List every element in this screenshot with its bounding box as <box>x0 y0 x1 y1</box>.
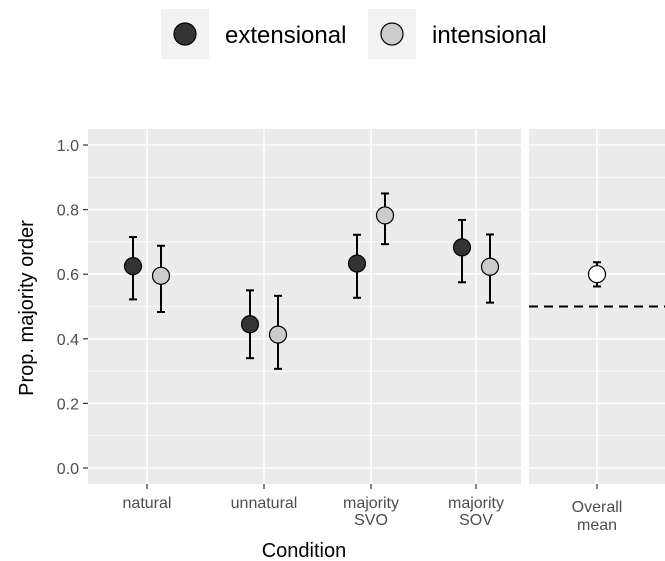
legend-marker-intensional <box>380 22 404 46</box>
point-extensional-2 <box>347 233 367 299</box>
data-point <box>151 266 171 285</box>
point-extensional-0 <box>123 236 143 301</box>
x-axis-title: Condition <box>262 540 347 561</box>
legend: extensional intensional <box>161 9 547 59</box>
summary-x-label: mean <box>577 517 617 534</box>
y-tick-label: 0.8 <box>57 203 79 220</box>
data-point <box>268 325 288 344</box>
point-extensional-3 <box>452 218 472 284</box>
summary-marks <box>587 261 607 288</box>
point-intensional-0 <box>151 244 171 313</box>
y-tick-label: 0.0 <box>57 461 79 478</box>
point-intensional-1 <box>268 294 288 370</box>
data-point <box>452 238 472 257</box>
summary-x-label: Overall <box>572 499 623 516</box>
data-point <box>347 254 367 273</box>
main-marks <box>123 192 500 370</box>
y-tick-label: 0.4 <box>57 332 79 349</box>
legend-label-intensional: intensional <box>432 22 547 49</box>
y-tick-label: 0.2 <box>57 396 79 413</box>
data-point <box>240 315 260 334</box>
point-intensional-2 <box>375 192 395 246</box>
point-intensional-3 <box>480 233 500 304</box>
y-axis-title: Prop. majority order <box>16 220 38 396</box>
legend-marker-extensional <box>173 22 197 46</box>
summary-point <box>587 265 607 284</box>
x-tick-label: SOV <box>459 512 493 529</box>
data-point <box>375 206 395 225</box>
point-extensional-1 <box>240 289 260 360</box>
x-tick-label: unnatural <box>231 495 298 512</box>
legend-label-extensional: extensional <box>225 22 346 49</box>
data-point <box>123 257 143 276</box>
x-tick-label: majority <box>448 495 504 512</box>
x-tick-label: majority <box>343 495 399 512</box>
x-axis: natural unnatural majoritySVOmajoritySOVOv… <box>123 484 623 534</box>
y-tick-label: 1.0 <box>57 138 79 155</box>
x-tick-label: natural <box>123 495 172 512</box>
main-grid <box>88 129 521 484</box>
data-point <box>480 257 500 276</box>
y-tick-label: 0.6 <box>57 267 79 284</box>
y-axis: 0.0 0.2 0.4 0.6 0.8 1.0 <box>57 138 88 478</box>
x-tick-label: SVO <box>354 512 388 529</box>
